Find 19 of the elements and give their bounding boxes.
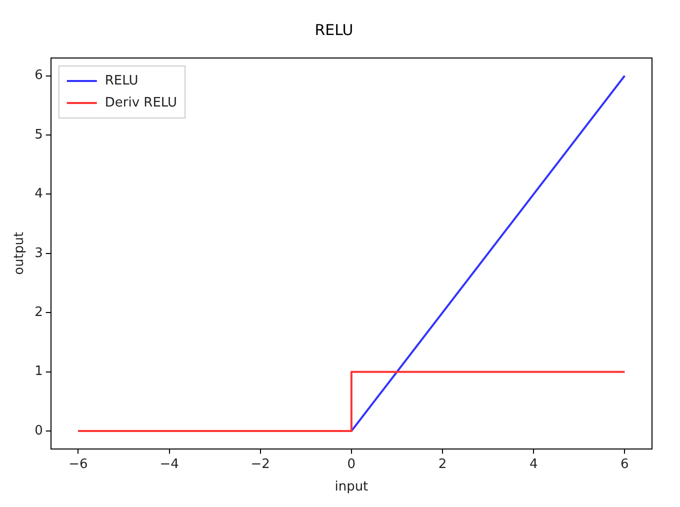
x-tick-label: 2	[438, 456, 447, 472]
x-tick-label: −4	[160, 456, 179, 472]
x-tick-label: 4	[529, 456, 538, 472]
y-tick-label: 3	[34, 246, 43, 261]
y-axis-title: output	[12, 232, 28, 275]
legend-label: RELU	[104, 73, 138, 88]
y-tick-label: 1	[34, 364, 43, 380]
y-tick-label: 2	[34, 304, 43, 320]
y-tick-label: 6	[34, 68, 43, 84]
x-tick-label: 6	[620, 456, 629, 472]
chart-title: RELU	[314, 20, 354, 39]
legend-label: Deriv RELU	[104, 95, 178, 110]
x-tick-label: −6	[68, 456, 88, 472]
y-tick-label: 5	[34, 127, 43, 142]
x-axis-title: input	[334, 480, 368, 495]
y-tick-label: 0	[34, 423, 43, 438]
x-tick-label: 0	[347, 456, 356, 472]
x-tick-label: −2	[250, 456, 270, 472]
y-tick-label: 4	[34, 186, 43, 202]
